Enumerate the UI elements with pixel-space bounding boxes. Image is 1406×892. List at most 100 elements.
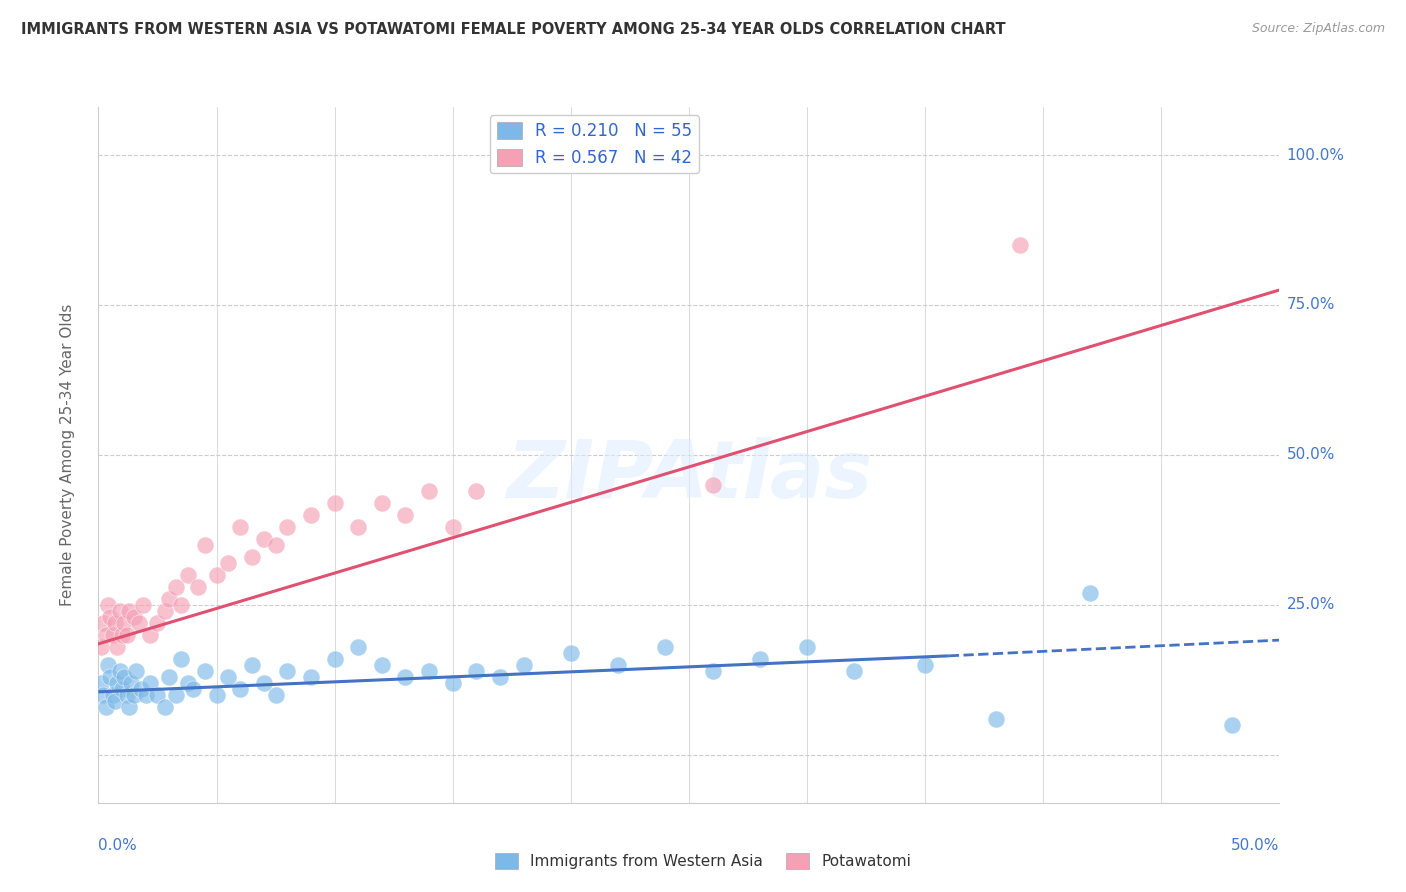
- Point: [914, 657, 936, 672]
- Point: [1008, 238, 1031, 252]
- Text: IMMIGRANTS FROM WESTERN ASIA VS POTAWATOMI FEMALE POVERTY AMONG 25-34 YEAR OLDS : IMMIGRANTS FROM WESTERN ASIA VS POTAWATO…: [21, 22, 1005, 37]
- Point: [125, 664, 148, 678]
- Point: [276, 664, 298, 678]
- Point: [139, 628, 162, 642]
- Point: [323, 496, 346, 510]
- Point: [702, 664, 724, 678]
- Point: [187, 580, 209, 594]
- Point: [157, 591, 180, 606]
- Point: [108, 664, 131, 678]
- Point: [108, 604, 131, 618]
- Point: [104, 615, 127, 630]
- Point: [1220, 718, 1243, 732]
- Point: [104, 694, 127, 708]
- Point: [132, 598, 155, 612]
- Point: [264, 688, 287, 702]
- Point: [90, 640, 112, 654]
- Point: [194, 664, 217, 678]
- Point: [441, 520, 464, 534]
- Point: [165, 688, 187, 702]
- Point: [299, 670, 322, 684]
- Point: [394, 670, 416, 684]
- Point: [276, 520, 298, 534]
- Point: [654, 640, 676, 654]
- Point: [1080, 586, 1102, 600]
- Point: [122, 688, 145, 702]
- Point: [299, 508, 322, 522]
- Point: [115, 688, 138, 702]
- Point: [205, 688, 228, 702]
- Point: [118, 604, 141, 618]
- Point: [441, 676, 464, 690]
- Point: [146, 688, 169, 702]
- Legend: R = 0.210   N = 55, R = 0.567   N = 42: R = 0.210 N = 55, R = 0.567 N = 42: [491, 115, 699, 173]
- Point: [394, 508, 416, 522]
- Point: [702, 478, 724, 492]
- Point: [157, 670, 180, 684]
- Point: [129, 681, 152, 696]
- Point: [121, 676, 143, 690]
- Point: [170, 598, 193, 612]
- Point: [112, 670, 135, 684]
- Point: [177, 567, 200, 582]
- Point: [153, 604, 176, 618]
- Legend: Immigrants from Western Asia, Potawatomi: Immigrants from Western Asia, Potawatomi: [489, 847, 917, 875]
- Text: 100.0%: 100.0%: [1286, 147, 1344, 162]
- Point: [118, 699, 141, 714]
- Point: [91, 615, 114, 630]
- Point: [418, 483, 440, 498]
- Point: [607, 657, 630, 672]
- Point: [139, 676, 162, 690]
- Point: [253, 676, 276, 690]
- Point: [146, 615, 169, 630]
- Point: [122, 610, 145, 624]
- Point: [153, 699, 176, 714]
- Point: [98, 670, 121, 684]
- Text: 50.0%: 50.0%: [1232, 838, 1279, 854]
- Point: [94, 628, 117, 642]
- Point: [347, 640, 370, 654]
- Point: [111, 628, 134, 642]
- Point: [165, 580, 187, 594]
- Point: [217, 670, 239, 684]
- Point: [418, 664, 440, 678]
- Text: 75.0%: 75.0%: [1286, 297, 1334, 312]
- Point: [465, 664, 488, 678]
- Point: [844, 664, 866, 678]
- Text: ZIPAtlas: ZIPAtlas: [506, 437, 872, 515]
- Text: 50.0%: 50.0%: [1286, 448, 1334, 462]
- Point: [748, 652, 770, 666]
- Text: Source: ZipAtlas.com: Source: ZipAtlas.com: [1251, 22, 1385, 36]
- Point: [253, 532, 276, 546]
- Point: [512, 657, 534, 672]
- Point: [217, 556, 239, 570]
- Point: [128, 615, 150, 630]
- Point: [177, 676, 200, 690]
- Point: [135, 688, 157, 702]
- Point: [101, 628, 124, 642]
- Point: [323, 652, 346, 666]
- Y-axis label: Female Poverty Among 25-34 Year Olds: Female Poverty Among 25-34 Year Olds: [60, 304, 75, 606]
- Point: [90, 676, 112, 690]
- Point: [105, 676, 128, 690]
- Point: [465, 483, 488, 498]
- Point: [796, 640, 818, 654]
- Point: [489, 670, 512, 684]
- Point: [264, 538, 287, 552]
- Point: [181, 681, 204, 696]
- Point: [101, 688, 124, 702]
- Point: [984, 712, 1007, 726]
- Point: [371, 657, 394, 672]
- Point: [240, 657, 263, 672]
- Point: [105, 640, 128, 654]
- Point: [98, 610, 121, 624]
- Point: [111, 681, 134, 696]
- Point: [170, 652, 193, 666]
- Text: 25.0%: 25.0%: [1286, 598, 1334, 613]
- Point: [97, 657, 120, 672]
- Point: [229, 681, 252, 696]
- Text: 0.0%: 0.0%: [98, 838, 138, 854]
- Point: [94, 699, 117, 714]
- Point: [205, 567, 228, 582]
- Point: [194, 538, 217, 552]
